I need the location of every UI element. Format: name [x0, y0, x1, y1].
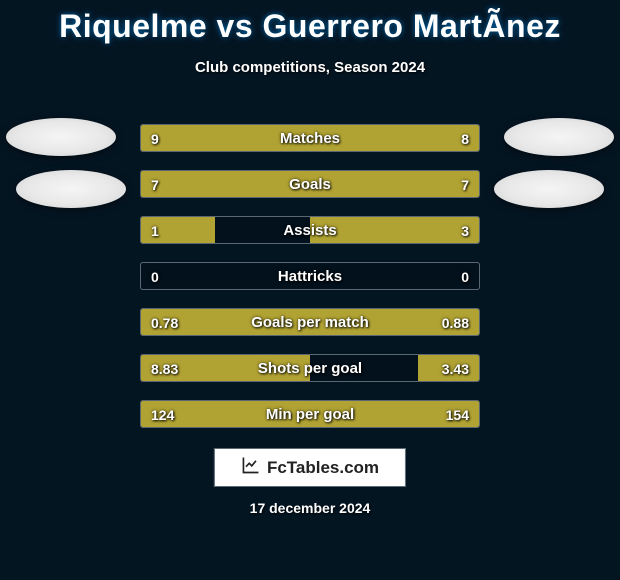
stat-label: Min per goal	[141, 401, 479, 428]
source-badge-text: FcTables.com	[267, 458, 379, 478]
stat-row: 8.833.43Shots per goal	[140, 354, 480, 382]
chart-icon	[241, 455, 261, 480]
player-photo-left-1	[6, 118, 116, 156]
stat-row: 0.780.88Goals per match	[140, 308, 480, 336]
stat-row: 98Matches	[140, 124, 480, 152]
date-text: 17 december 2024	[0, 500, 620, 516]
stats-container: 98Matches 77Goals 13Assists 00Hattricks 0.78…	[140, 124, 480, 446]
stat-label: Goals	[141, 171, 479, 198]
stat-label: Hattricks	[141, 263, 479, 290]
stat-row: 13Assists	[140, 216, 480, 244]
stat-label: Assists	[141, 217, 479, 244]
stat-label: Shots per goal	[141, 355, 479, 382]
stat-row: 00Hattricks	[140, 262, 480, 290]
page-subtitle: Club competitions, Season 2024	[0, 59, 620, 76]
player-photo-right-1	[504, 118, 614, 156]
source-badge: FcTables.com	[214, 448, 406, 487]
stat-row: 124154Min per goal	[140, 400, 480, 428]
player-photo-left-2	[16, 170, 126, 208]
stat-label: Matches	[141, 125, 479, 152]
stat-label: Goals per match	[141, 309, 479, 336]
page-title: Riquelme vs Guerrero MartÃnez	[0, 0, 620, 45]
player-photo-right-2	[494, 170, 604, 208]
stat-row: 77Goals	[140, 170, 480, 198]
